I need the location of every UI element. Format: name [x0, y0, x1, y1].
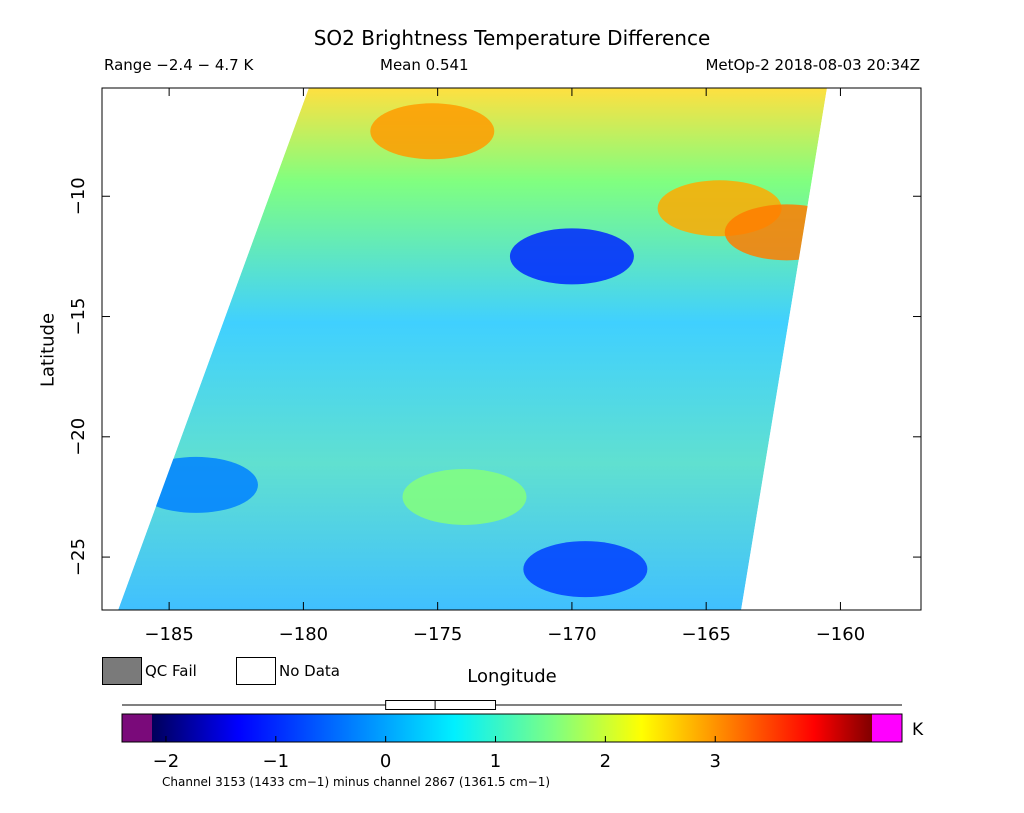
x-tick-label: −170 [547, 624, 596, 645]
y-tick-label: −15 [68, 298, 89, 336]
y-axis-label: Latitude [37, 312, 59, 388]
chart-title: SO2 Brightness Temperature Difference [313, 26, 711, 50]
anomaly-region-6 [133, 456, 258, 513]
no-data-label: No Data [279, 662, 340, 680]
no-data-swatch [236, 657, 276, 685]
box-iqr [385, 700, 497, 710]
y-tick-label: −10 [68, 177, 89, 215]
qc-fail-swatch [102, 657, 142, 685]
anomaly-region-0 [370, 103, 495, 160]
y-tick-label: −25 [68, 538, 89, 576]
colorbar-tick-label: 3 [710, 751, 721, 772]
anomaly-region-2 [724, 204, 828, 261]
mean-text: Mean 0.541 [380, 56, 469, 74]
colorbar-tick-label: −2 [153, 751, 180, 772]
x-tick-label: −165 [681, 624, 730, 645]
colorbar-caption: Channel 3153 (1433 cm−1) minus channel 2… [162, 775, 551, 789]
colorbar-gradient [152, 714, 872, 742]
x-tick-label: −185 [144, 624, 193, 645]
x-tick-label: −175 [413, 624, 462, 645]
colorbar-unit: K [912, 720, 924, 740]
range-text: Range −2.4 − 4.7 K [104, 56, 254, 74]
qc-fail-label: QC Fail [145, 662, 197, 680]
x-axis-label: Longitude [467, 666, 557, 687]
colorbar-frame [121, 713, 903, 743]
anomaly-region-5 [523, 541, 648, 598]
swath-background [118, 88, 828, 610]
colorbar-tick-label: 2 [600, 751, 611, 772]
x-tick-label: −180 [279, 624, 328, 645]
colorbar-tick-label: 0 [380, 751, 391, 772]
satellite-timestamp: MetOp-2 2018-08-03 20:34Z [705, 56, 920, 74]
anomaly-region-3 [509, 228, 634, 285]
anomaly-region-4 [402, 468, 527, 525]
colorbar-tick-label: 1 [490, 751, 501, 772]
y-tick-label: −20 [68, 418, 89, 456]
colorbar-tick-label: −1 [263, 751, 290, 772]
colorbar-underflow [122, 714, 152, 742]
colorbar-overflow [872, 714, 902, 742]
x-tick-label: −160 [816, 624, 865, 645]
